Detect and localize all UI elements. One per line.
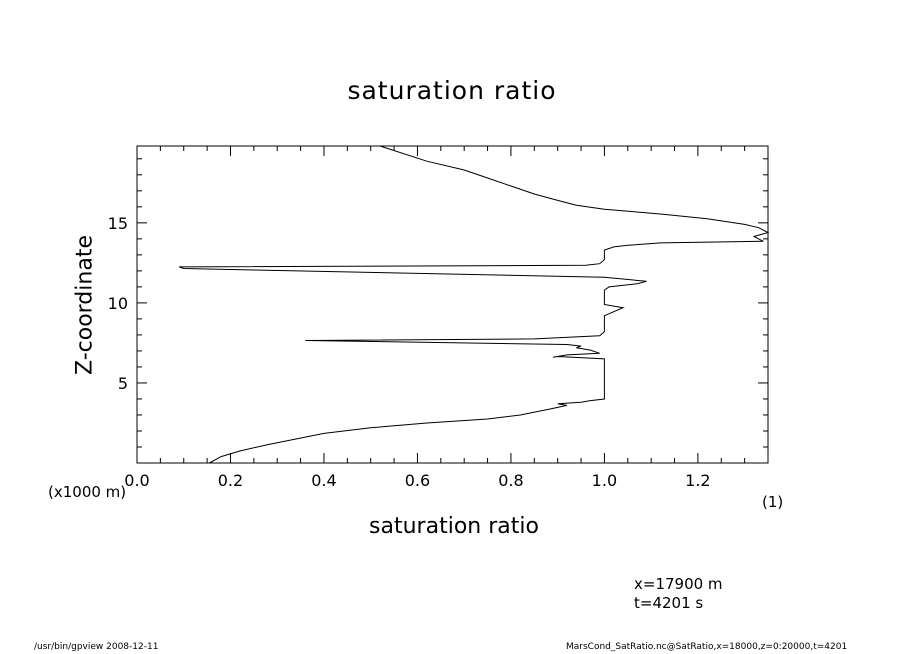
plot-frame bbox=[136, 145, 769, 464]
y-tick-label: 5 bbox=[118, 374, 128, 393]
chart-title: saturation ratio bbox=[347, 76, 557, 105]
position-annotation: x=17900 m bbox=[634, 575, 723, 593]
x-tick-label: 1.2 bbox=[685, 471, 710, 490]
y-tick-label: 10 bbox=[108, 294, 128, 313]
x-tick-label: 1.0 bbox=[592, 471, 617, 490]
footer-program-date: /usr/bin/gpview 2008-12-11 bbox=[34, 642, 159, 652]
x-tick-label: 0.2 bbox=[218, 471, 243, 490]
footer-source: MarsCond_SatRatio.nc@SatRatio,x=18000,z=… bbox=[566, 642, 848, 652]
time-annotation: t=4201 s bbox=[634, 594, 704, 612]
axis-ticks bbox=[136, 146, 769, 463]
x-tick-label: 0.4 bbox=[311, 471, 336, 490]
y-axis-label: Z-coordinate bbox=[72, 235, 98, 375]
x-unit-note: (x1000 m) bbox=[48, 483, 127, 501]
y-tick-label: 15 bbox=[108, 214, 128, 233]
x-tick-label: 0.0 bbox=[124, 471, 149, 490]
x-tick-label: 0.6 bbox=[405, 471, 430, 490]
x-tick-label: 0.8 bbox=[498, 471, 523, 490]
series-line bbox=[178, 145, 770, 464]
y-unit-note: (1) bbox=[762, 493, 784, 511]
axis-tick-labels: 0.0 0.2 0.4 0.6 0.8 1.0 1.2 5 10 15 bbox=[108, 214, 711, 490]
x-axis-label: saturation ratio bbox=[369, 514, 539, 539]
